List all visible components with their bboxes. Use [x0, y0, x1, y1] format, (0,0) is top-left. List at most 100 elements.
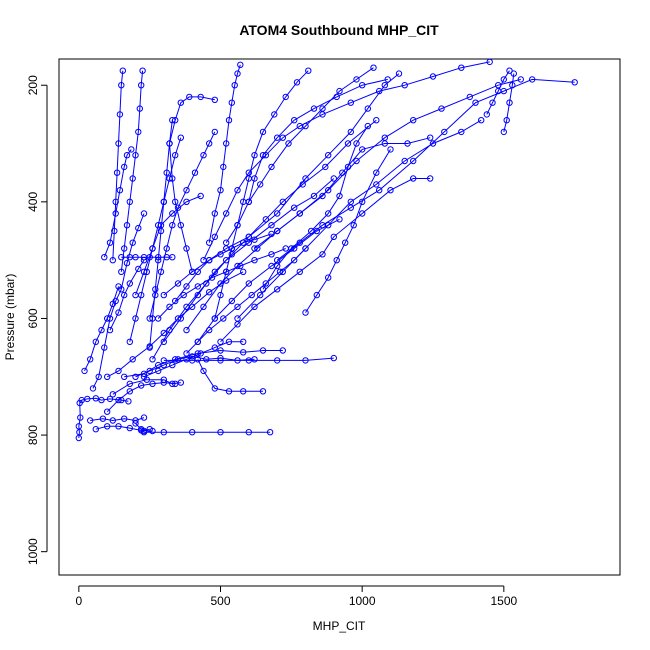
data-point: [111, 227, 118, 235]
y-tick-label: 1000: [26, 538, 40, 565]
series-line-32: [120, 70, 144, 272]
data-point: [160, 357, 168, 364]
data-point: [92, 338, 100, 345]
data-point: [126, 338, 134, 345]
data-point: [140, 414, 148, 421]
data-point: [104, 408, 111, 415]
data-point: [115, 367, 122, 375]
data-point: [330, 354, 337, 362]
data-point: [237, 61, 244, 69]
data-point: [240, 268, 247, 275]
data-point: [370, 64, 377, 71]
series-line-45: [503, 73, 515, 133]
data-point: [387, 187, 394, 194]
data-point: [92, 426, 100, 433]
data-point: [228, 99, 236, 106]
data-point: [302, 357, 309, 364]
data-point: [135, 224, 142, 232]
data-point: [140, 373, 148, 380]
data-point: [274, 134, 281, 141]
data-point: [172, 198, 179, 206]
data-point: [234, 357, 241, 364]
data-point: [101, 344, 108, 351]
series-line-44: [186, 248, 306, 354]
data-point: [109, 300, 117, 308]
series-line-14: [197, 218, 340, 343]
series-line-22: [276, 78, 575, 261]
data-point: [172, 380, 179, 387]
data-point: [118, 268, 125, 275]
data-point: [319, 251, 326, 258]
data-point: [240, 239, 247, 246]
data-point: [410, 157, 417, 165]
data-point: [200, 303, 207, 310]
data-point: [302, 122, 309, 130]
data-point: [138, 82, 145, 89]
data-point: [296, 210, 303, 217]
x-tick-label: 1000: [349, 594, 376, 608]
data-point: [401, 157, 408, 165]
data-point: [336, 192, 343, 200]
series-line-10: [197, 359, 263, 392]
data-point: [104, 373, 111, 380]
data-point: [279, 198, 286, 206]
data-point: [486, 58, 493, 66]
data-point: [268, 251, 275, 258]
data-point: [139, 67, 146, 74]
data-point: [109, 417, 117, 424]
data-point: [135, 265, 142, 273]
data-point: [149, 245, 156, 252]
data-point: [429, 73, 437, 80]
data-point: [251, 245, 258, 252]
data-point: [140, 210, 148, 217]
data-point: [410, 175, 417, 182]
data-point: [211, 233, 219, 241]
data-point: [194, 338, 202, 345]
data-point: [276, 268, 284, 275]
data-point: [106, 395, 114, 403]
data-point: [138, 427, 145, 434]
data-point: [155, 257, 162, 264]
data-layer: [75, 58, 578, 442]
data-point: [291, 117, 298, 124]
data-point: [126, 380, 134, 387]
data-point: [228, 297, 236, 305]
data-point: [319, 105, 326, 112]
data-point: [163, 169, 170, 176]
data-point: [217, 338, 224, 345]
data-point: [458, 64, 465, 71]
data-point: [231, 82, 238, 89]
data-point: [77, 414, 84, 421]
data-point: [364, 105, 371, 112]
data-point: [169, 361, 176, 369]
data-point: [489, 99, 496, 106]
series-line-36: [305, 149, 391, 313]
data-point: [571, 79, 578, 86]
data-point: [353, 140, 360, 147]
data-point: [245, 280, 253, 287]
data-point: [92, 395, 100, 402]
plot-frame: [58, 58, 621, 576]
data-point: [189, 429, 196, 436]
series-line-5: [106, 271, 244, 378]
data-point: [75, 423, 83, 430]
data-point: [225, 117, 233, 124]
data-point: [160, 429, 168, 436]
data-point: [333, 93, 340, 101]
data-point: [152, 286, 159, 293]
data-point: [330, 175, 337, 182]
data-point: [234, 222, 241, 229]
data-point: [342, 239, 349, 246]
data-point: [136, 105, 144, 112]
data-point: [387, 146, 394, 153]
series-line-25: [135, 137, 182, 296]
data-point: [234, 303, 241, 310]
data-point: [149, 356, 156, 363]
data-point: [129, 356, 136, 363]
data-point: [129, 175, 136, 182]
data-point: [381, 134, 388, 141]
data-point: [319, 222, 326, 229]
data-point: [373, 169, 380, 176]
data-point: [245, 175, 253, 182]
series-line-6: [92, 213, 145, 389]
